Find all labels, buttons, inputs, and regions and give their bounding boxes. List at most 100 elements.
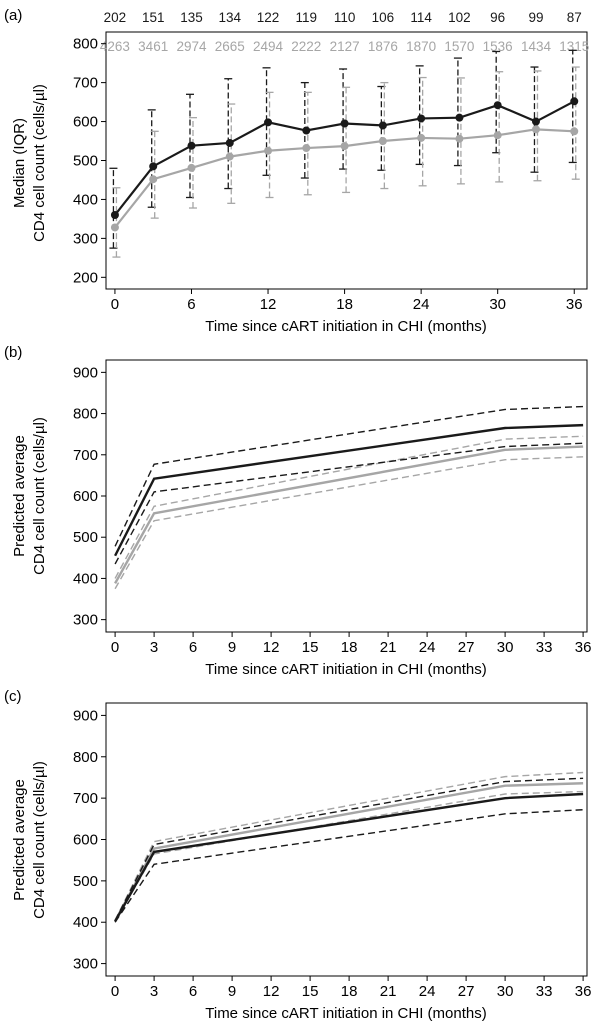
x-tick-label: 9	[228, 639, 236, 656]
count-label-black: 134	[218, 10, 241, 25]
data-point-gray	[417, 133, 426, 142]
plot-area	[114, 405, 584, 590]
y-tick-label: 600	[73, 832, 98, 849]
data-point-black	[110, 211, 119, 220]
ci-upper-gray	[114, 771, 584, 921]
panel-label: (a)	[4, 7, 22, 24]
y-tick-label: 200	[73, 269, 98, 286]
count-label-gray: 1870	[406, 39, 436, 54]
count-label-black: 102	[448, 10, 471, 25]
data-point-gray	[110, 223, 119, 232]
ci-lower-black	[114, 442, 584, 565]
data-point-gray	[187, 163, 196, 172]
count-label-black: 135	[180, 10, 203, 25]
y-tick-label: 600	[73, 114, 98, 131]
y-tick-label: 300	[73, 956, 98, 973]
x-tick-label: 12	[263, 639, 280, 656]
y-axis-title: Predicted average	[11, 435, 28, 557]
x-tick-label: 30	[497, 639, 514, 656]
data-point-gray	[493, 131, 502, 140]
y-tick-label: 300	[73, 230, 98, 247]
count-label-gray: 1536	[483, 39, 513, 54]
count-label-black: 122	[257, 10, 280, 25]
x-tick-label: 21	[380, 983, 397, 1000]
panel-label: (b)	[4, 344, 22, 361]
estimate-line-black	[114, 423, 584, 557]
ci-upper-black	[114, 405, 584, 547]
y-tick-label: 400	[73, 914, 98, 931]
data-point-gray	[378, 137, 387, 146]
x-tick-label: 36	[575, 639, 592, 656]
data-point-gray	[340, 142, 349, 151]
y-tick-label: 800	[73, 36, 98, 53]
ci-lower-black	[114, 809, 584, 923]
count-label-gray: 2974	[176, 39, 207, 54]
x-tick-label: 3	[150, 983, 158, 1000]
data-point-black	[455, 113, 464, 122]
x-tick-label: 0	[111, 296, 119, 313]
data-point-black	[264, 118, 273, 127]
x-tick-label: 27	[458, 983, 475, 1000]
plot-frame	[105, 359, 588, 633]
data-point-black	[187, 141, 196, 150]
data-point-black	[225, 138, 234, 147]
count-label-gray: 3461	[138, 39, 168, 54]
x-tick-label: 18	[341, 983, 358, 1000]
y-tick-label: 500	[73, 529, 98, 546]
x-tick-label: 0	[111, 983, 119, 1000]
x-tick-label: 0	[111, 639, 119, 656]
count-label-black: 202	[104, 10, 127, 25]
x-tick-label: 9	[228, 983, 236, 1000]
x-tick-label: 33	[536, 639, 553, 656]
ci-lower-gray	[114, 790, 584, 923]
y-tick-label: 700	[73, 790, 98, 807]
data-point-black	[302, 126, 311, 135]
x-tick-label: 21	[380, 639, 397, 656]
data-point-gray	[264, 146, 273, 155]
plot-area	[114, 771, 584, 923]
y-axis-title: Predicted average	[11, 779, 28, 901]
x-axis-title: Time since cART initiation in CHI (month…	[205, 1005, 486, 1022]
data-point-gray	[570, 127, 579, 136]
data-point-black	[531, 117, 540, 126]
y-tick-label: 700	[73, 75, 98, 92]
x-tick-label: 6	[189, 983, 197, 1000]
data-point-black	[149, 162, 158, 171]
y-tick-label: 800	[73, 749, 98, 766]
data-point-black	[493, 101, 502, 110]
x-tick-label: 3	[150, 639, 158, 656]
y-axis-title: Median (IQR)	[11, 118, 28, 208]
x-tick-label: 30	[497, 983, 514, 1000]
data-point-gray	[225, 152, 234, 161]
y-tick-label: 400	[73, 191, 98, 208]
y-tick-label: 900	[73, 364, 98, 381]
count-label-gray: 2665	[215, 39, 245, 54]
x-tick-label: 24	[419, 639, 436, 656]
data-point-gray	[531, 125, 540, 134]
count-label-black: 99	[528, 10, 543, 25]
x-tick-label: 6	[187, 296, 195, 313]
ci-upper-black	[114, 777, 584, 921]
panel-label: (c)	[4, 688, 22, 705]
count-label-gray: 2127	[330, 39, 360, 54]
x-tick-label: 36	[566, 296, 583, 313]
count-rows: 202 4263 151 3461 135 2974 134 2665 122 2494 119 22…	[100, 10, 589, 54]
x-tick-label: 12	[263, 983, 280, 1000]
y-tick-label: 600	[73, 488, 98, 505]
ci-upper-gray	[114, 435, 584, 579]
x-axis-title: Time since cART initiation in CHI (month…	[205, 661, 486, 678]
x-tick-label: 36	[575, 983, 592, 1000]
data-point-gray	[149, 175, 158, 184]
count-label-gray: 1570	[444, 39, 474, 54]
x-tick-label: 24	[413, 296, 430, 313]
y-tick-label: 500	[73, 153, 98, 170]
x-tick-label: 18	[341, 639, 358, 656]
x-tick-label: 15	[302, 983, 319, 1000]
count-label-black: 119	[296, 10, 318, 25]
y-axis-title-line2: CD4 cell count (cells/µl)	[31, 84, 48, 242]
estimate-line-black	[114, 792, 584, 922]
